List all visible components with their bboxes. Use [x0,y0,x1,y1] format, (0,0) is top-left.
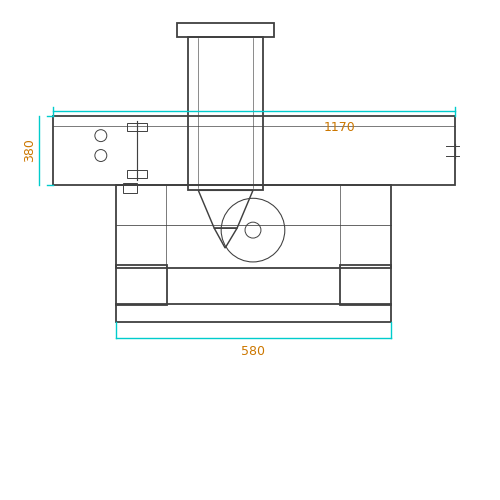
Bar [116,304,391,322]
Bar [188,37,263,190]
Bar [116,265,168,304]
Bar [126,170,146,178]
Bar [126,122,146,130]
Text: 1170: 1170 [324,120,356,134]
Bar [122,184,136,194]
Bar [178,24,274,37]
Bar [116,186,391,268]
Bar [53,116,455,186]
Bar [340,265,391,304]
Text: 580: 580 [242,346,266,358]
Text: 380: 380 [22,138,36,162]
